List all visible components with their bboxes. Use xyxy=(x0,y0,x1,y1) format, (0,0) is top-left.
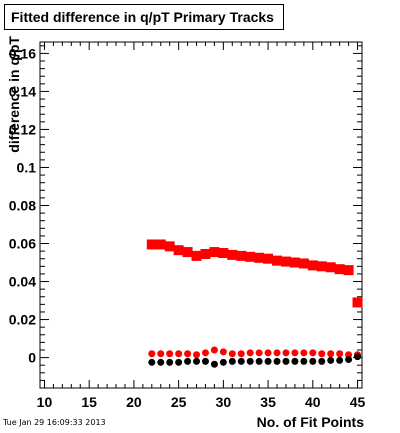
axis-ticks: 10 15 20 25 30 35 40 45 0 0.02 0.04 0.06 0.08 0.1 0.12… xyxy=(9,42,366,410)
data-point-circle xyxy=(219,348,227,356)
data-point-circle xyxy=(210,346,218,354)
data-point-square xyxy=(325,262,336,273)
data-point-circle xyxy=(327,356,335,364)
data-point-square xyxy=(227,249,238,260)
x-tick-label: 20 xyxy=(126,394,142,410)
data-point-circle xyxy=(157,350,165,358)
y-tick-label: 0.14 xyxy=(9,83,36,99)
data-point-square xyxy=(334,264,345,275)
y-tick-label: 0.06 xyxy=(9,236,36,252)
y-tick-label: 0.12 xyxy=(9,121,36,137)
data-point-square xyxy=(263,253,274,264)
data-point-circle xyxy=(228,350,236,358)
x-tick-label: 35 xyxy=(260,394,276,410)
data-point-square xyxy=(200,248,211,259)
data-point-square xyxy=(272,255,283,266)
data-point-circle xyxy=(219,358,227,366)
data-point-circle xyxy=(166,358,174,366)
data-point-circle xyxy=(300,357,308,365)
chart-title-box: Fitted difference in q/pT Primary Tracks xyxy=(4,4,284,30)
data-point-square xyxy=(191,250,202,261)
data-point-circle xyxy=(157,358,165,366)
x-tick-label: 30 xyxy=(216,394,232,410)
data-point-square xyxy=(307,260,318,271)
data-point-circle xyxy=(193,357,201,365)
data-point-square xyxy=(173,245,184,256)
data-point-square xyxy=(182,247,193,258)
data-point-circle xyxy=(175,350,183,358)
data-point-circle xyxy=(237,357,245,365)
data-point-circle xyxy=(264,349,272,357)
data-point-circle xyxy=(246,357,254,365)
data-point-circle xyxy=(201,349,209,357)
data-point-square xyxy=(298,258,309,269)
data-point-circle xyxy=(273,357,281,365)
data-point-circle xyxy=(300,349,308,357)
data-point-square xyxy=(218,248,229,259)
data-point-circle xyxy=(282,349,290,357)
y-tick-label: 0.1 xyxy=(17,159,37,175)
x-tick-label: 25 xyxy=(171,394,187,410)
data-point-circle xyxy=(148,358,156,366)
data-point-square xyxy=(352,297,363,308)
plot-frame xyxy=(39,41,363,389)
data-point-circle xyxy=(309,357,317,365)
data-point-circle xyxy=(237,350,245,358)
y-tick-label: 0.16 xyxy=(9,45,36,61)
data-point-circle xyxy=(291,357,299,365)
y-tick-label: 0.04 xyxy=(9,274,36,290)
data-point-circle xyxy=(166,350,174,358)
data-point-circle xyxy=(354,353,362,361)
data-point-square xyxy=(254,252,265,263)
data-point-circle xyxy=(264,357,272,365)
x-tick-label: 15 xyxy=(81,394,97,410)
data-point-square xyxy=(209,247,220,258)
data-point-circle xyxy=(282,357,290,365)
data-point-square xyxy=(146,239,157,250)
data-point-square xyxy=(236,250,247,261)
data-point-circle xyxy=(336,356,344,364)
data-point-circle xyxy=(193,351,201,359)
data-point-square xyxy=(289,257,300,268)
data-point-circle xyxy=(309,349,317,357)
data-point-circle xyxy=(327,350,335,358)
timestamp: Tue Jan 29 16:09:33 2013 xyxy=(3,418,106,427)
data-point-square xyxy=(245,251,256,262)
data-point-circle xyxy=(184,357,192,365)
data-point-circle xyxy=(318,357,326,365)
data-point-circle xyxy=(228,357,236,365)
data-marks xyxy=(146,239,363,368)
data-point-circle xyxy=(184,350,192,358)
data-point-circle xyxy=(255,349,263,357)
chart-title: Fitted difference in q/pT Primary Tracks xyxy=(11,9,274,25)
data-point-square xyxy=(280,256,291,267)
data-point-circle xyxy=(273,349,281,357)
data-point-circle xyxy=(336,350,344,358)
data-point-circle xyxy=(175,358,183,366)
data-point-circle xyxy=(246,349,254,357)
y-tick-label: 0 xyxy=(28,350,36,366)
data-point-circle xyxy=(318,350,326,358)
x-axis-label: No. of Fit Points xyxy=(257,414,365,430)
data-point-square xyxy=(164,241,175,252)
y-tick-label: 0.02 xyxy=(9,312,36,328)
y-tick-label: 0.08 xyxy=(9,197,36,213)
data-point-circle xyxy=(255,357,263,365)
data-point-square xyxy=(343,265,354,276)
data-point-circle xyxy=(210,360,218,368)
x-tick-label: 40 xyxy=(305,394,321,410)
x-tick-label: 45 xyxy=(350,394,366,410)
data-point-circle xyxy=(148,350,156,358)
data-point-circle xyxy=(345,355,353,363)
data-point-circle xyxy=(291,349,299,357)
data-point-circle xyxy=(201,357,209,365)
data-point-square xyxy=(155,239,166,250)
y-axis-label: difference in q/pT xyxy=(6,36,22,153)
x-tick-label: 10 xyxy=(37,394,53,410)
data-point-square xyxy=(316,261,327,272)
